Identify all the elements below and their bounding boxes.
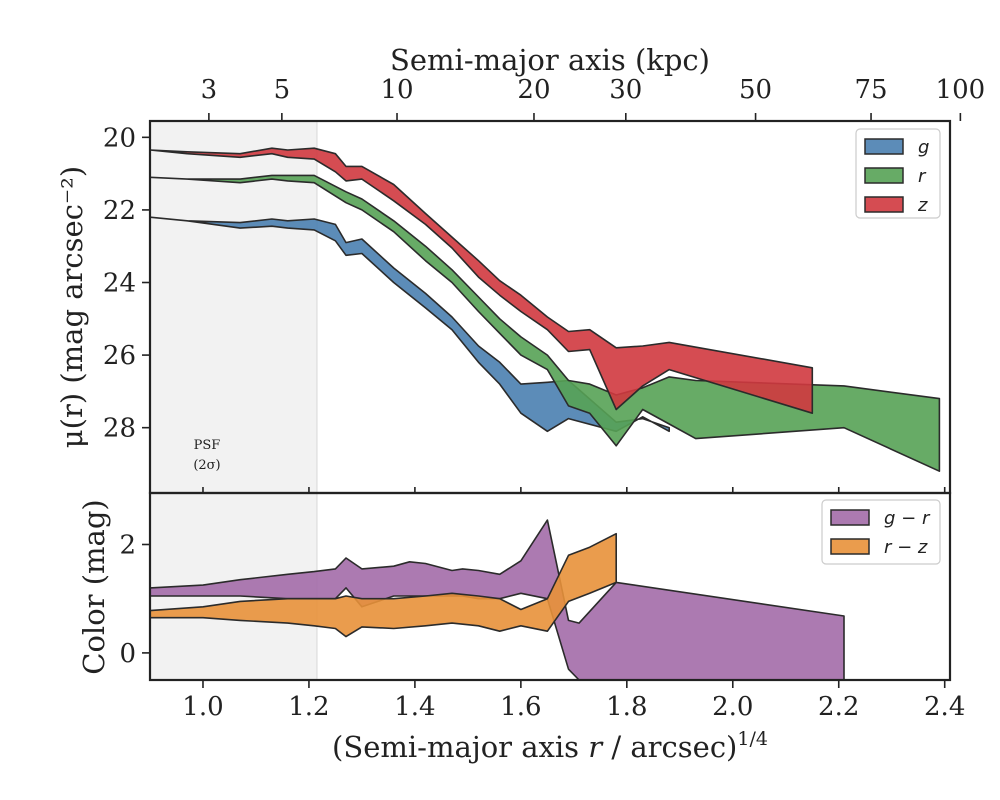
top-tick-label: 100 — [936, 75, 986, 105]
legend-top-label: z — [917, 195, 928, 216]
axis-ticks: 1.0 1.2 1.4 1.6 1.8 2.0 2.2 2.43 5 10 20 30 50 75 1002… — [103, 75, 985, 722]
y-tick-label: 24 — [103, 269, 136, 299]
y-tick-label: 0 — [119, 639, 136, 669]
psf-label-line2: (2σ) — [193, 458, 220, 473]
x-tick-label: 1.8 — [606, 692, 647, 722]
psf-label-line1: PSF — [194, 438, 221, 453]
bottom-panel-frame — [148, 491, 952, 682]
y-tick-label: 26 — [103, 341, 136, 371]
y-axis-label-bottom: Color (mag) — [77, 499, 111, 674]
y-tick-label: 22 — [103, 196, 136, 226]
legend-top-swatch — [864, 196, 904, 213]
legend-bottom-swatch — [830, 509, 870, 526]
top-tick-label: 75 — [854, 75, 887, 105]
x-tick-label: 2.4 — [924, 692, 965, 722]
legend-bottom-label: r − z — [884, 537, 928, 558]
band-r-series — [150, 174, 941, 472]
legend-top: grz — [855, 128, 941, 219]
legend-top-swatch — [864, 167, 904, 184]
band-z-series — [150, 147, 814, 414]
top-tick-label: 10 — [380, 75, 413, 105]
y-tick-label: 20 — [103, 123, 136, 153]
x-tick-label: 1.4 — [394, 692, 435, 722]
top-tick-label: 50 — [739, 75, 772, 105]
x-tick-label: 2.2 — [818, 692, 859, 722]
x-tick-label: 1.2 — [288, 692, 329, 722]
top-tick-label: 30 — [609, 75, 642, 105]
x-tick-label: 1.0 — [182, 692, 223, 722]
y-axis-label-top: μ(r) (mag arcsec⁻²) — [55, 166, 89, 448]
band-g-minus-r-series — [150, 519, 845, 680]
y-tick-label: 28 — [103, 414, 136, 444]
legend-bottom-swatch — [830, 538, 870, 555]
x-axis-label: (Semi-major axis r / arcsec)1/4 — [332, 728, 768, 764]
top-axis-label: Semi-major axis (kpc) — [390, 43, 710, 77]
legend-top-swatch — [864, 138, 904, 155]
band-r-minus-z-series — [150, 532, 617, 638]
legend-top-label: g — [918, 137, 929, 158]
x-tick-label: 2.0 — [712, 692, 753, 722]
legend-bottom: g − r r − z — [821, 499, 941, 565]
axes-frames — [148, 119, 952, 682]
y-tick-label: 2 — [119, 530, 136, 560]
legend-top-label: r — [918, 166, 927, 187]
legend-bottom-label: g − r — [884, 508, 931, 529]
color-bands — [150, 519, 845, 680]
band-g-series — [150, 216, 670, 433]
x-tick-label: 1.6 — [500, 692, 541, 722]
top-tick-label: 20 — [517, 75, 550, 105]
top-tick-label: 5 — [274, 75, 291, 105]
top-tick-label: 3 — [201, 75, 218, 105]
surface-brightness-bands — [150, 147, 941, 472]
